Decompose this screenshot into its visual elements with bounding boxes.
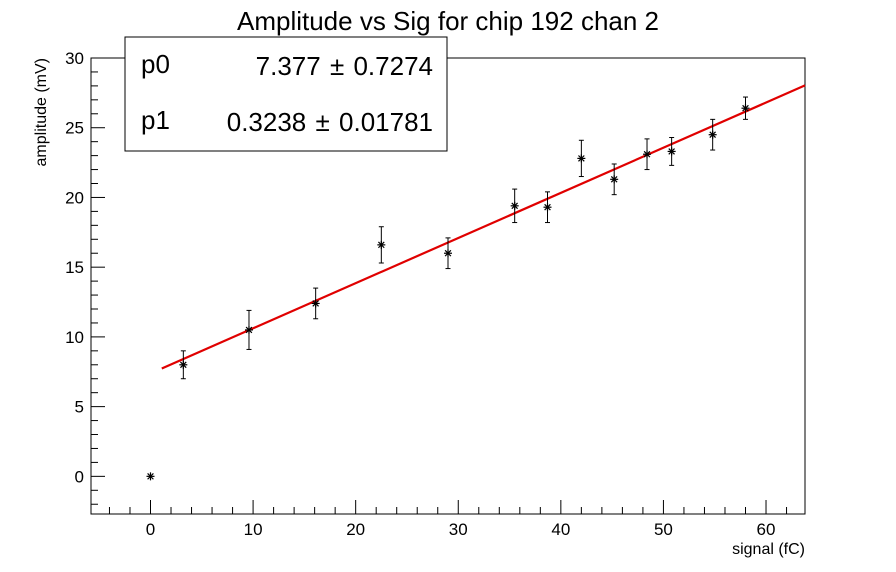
data-point xyxy=(667,136,676,166)
marker-stroke xyxy=(742,104,749,112)
x-tick-label: 60 xyxy=(757,520,776,539)
y-tick-label: 20 xyxy=(65,188,84,207)
data-point xyxy=(179,350,188,380)
asterisk-marker xyxy=(244,325,253,334)
asterisk-marker xyxy=(377,240,386,249)
data-point xyxy=(244,309,253,350)
param-p1-name: p1 xyxy=(141,105,170,135)
data-point xyxy=(311,287,320,320)
data-point xyxy=(741,96,750,120)
marker-stroke xyxy=(245,326,253,334)
asterisk-marker xyxy=(667,147,676,156)
fit-parameters-box: p0 7.377 ± 0.7274 p1 0.3238 ± 0.01781 xyxy=(124,36,448,152)
param-p1-error: 0.01781 xyxy=(339,107,433,137)
y-tick-label: 0 xyxy=(75,467,84,486)
marker-stroke xyxy=(511,202,519,210)
param-p0-name: p0 xyxy=(141,49,170,79)
fit-parameters-frame xyxy=(124,36,448,152)
y-axis: 0 5 10 15 20 25 30 xyxy=(65,49,105,505)
asterisk-marker xyxy=(610,175,619,184)
asterisk-marker xyxy=(577,154,586,163)
x-tick-label: 30 xyxy=(449,520,468,539)
marker-stroke xyxy=(444,249,452,257)
x-axis-title: signal (fC) xyxy=(732,541,805,558)
marker-stroke xyxy=(180,361,187,369)
marker-stroke xyxy=(643,150,651,158)
asterisk-marker xyxy=(708,130,717,139)
marker-stroke xyxy=(312,300,319,307)
y-tick-label: 30 xyxy=(65,49,84,68)
param-p0-value: 7.377 ± 0.7274 xyxy=(256,51,433,81)
param-p1-value: 0.3238 ± 0.01781 xyxy=(227,107,433,137)
data-point xyxy=(444,237,452,270)
marker-stroke xyxy=(578,155,585,162)
x-tick-label: 0 xyxy=(146,520,155,539)
asterisk-marker xyxy=(146,472,155,481)
data-point xyxy=(708,118,717,151)
fit-line xyxy=(161,84,806,370)
chart-title: Amplitude vs Sig for chip 192 chan 2 xyxy=(237,6,659,36)
y-tick-label: 25 xyxy=(65,119,84,138)
plot-frame xyxy=(90,57,806,515)
data-point xyxy=(577,139,586,178)
y-tick-label: 15 xyxy=(65,258,84,277)
param-p0-error: 0.7274 xyxy=(353,51,433,81)
asterisk-marker xyxy=(741,104,750,113)
asterisk-marker xyxy=(543,203,552,212)
marker-stroke xyxy=(147,473,154,480)
marker-stroke xyxy=(544,203,551,211)
x-tick-label: 10 xyxy=(244,520,263,539)
y-tick-label: 5 xyxy=(75,398,84,417)
marker-stroke xyxy=(610,175,618,183)
data-point xyxy=(146,472,155,481)
param-p0-plus-minus: ± xyxy=(330,51,344,81)
data-points xyxy=(146,96,750,481)
data-point xyxy=(610,163,619,196)
y-tick-label: 10 xyxy=(65,328,84,347)
marker-stroke xyxy=(377,241,385,249)
data-point xyxy=(643,138,652,171)
y-axis-title: amplitude (mV) xyxy=(33,58,50,166)
data-point xyxy=(377,226,386,264)
asterisk-marker xyxy=(179,360,188,369)
marker-stroke xyxy=(709,131,716,139)
x-tick-label: 40 xyxy=(551,520,570,539)
param-p0-estimate: 7.377 xyxy=(256,51,321,81)
x-axis: 0 10 20 30 40 50 60 xyxy=(108,500,788,539)
asterisk-marker xyxy=(444,249,452,258)
fit-layer xyxy=(161,84,806,370)
asterisk-marker xyxy=(510,201,519,210)
data-point xyxy=(543,191,552,224)
asterisk-marker xyxy=(311,299,320,308)
x-tick-label: 50 xyxy=(654,520,673,539)
x-tick-label: 20 xyxy=(346,520,365,539)
asterisk-marker xyxy=(643,150,652,159)
data-point xyxy=(510,188,519,224)
param-p1-plus-minus: ± xyxy=(316,107,330,137)
param-p1-estimate: 0.3238 xyxy=(227,107,307,137)
marker-stroke xyxy=(668,148,675,155)
